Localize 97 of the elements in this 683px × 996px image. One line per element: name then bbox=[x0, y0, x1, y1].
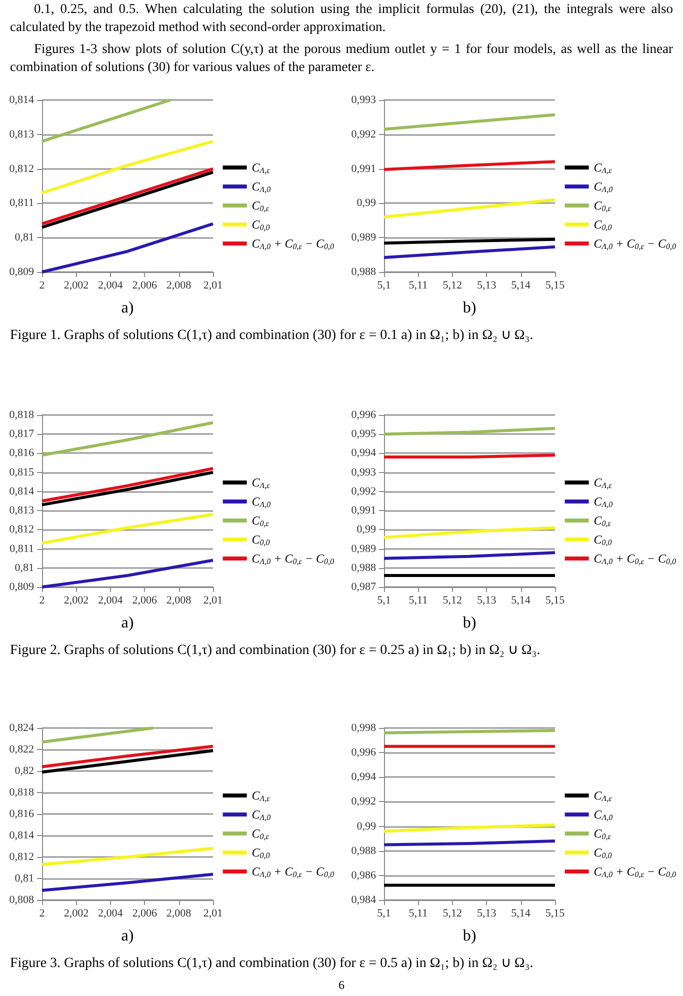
x-tick-label: 2,004 bbox=[98, 280, 124, 292]
y-tick-label: 0,99 bbox=[356, 820, 376, 832]
y-tick-label: 0,813 bbox=[9, 128, 34, 140]
x-tick-label: 2,002 bbox=[64, 280, 89, 292]
x-tick-label: 2,01 bbox=[203, 280, 223, 292]
y-tick-label: 0,994 bbox=[351, 447, 376, 460]
text: 0.1, 0.25, and 0.5. When calculating the solution using the implicit formulas (20), (21), the integrals were also calculated by the trapezoid method with second-order approximation. bbox=[10, 0, 673, 36]
y-tick-label: 0,818 bbox=[9, 786, 34, 798]
y-tick-label: 0,984 bbox=[351, 894, 376, 906]
x-tick-label: 2 bbox=[39, 908, 45, 920]
x-tick-label: 5,15 bbox=[545, 280, 566, 292]
x-tick-label: 2,006 bbox=[132, 280, 158, 292]
caption: Figure 2. Graphs of solutions C(1,τ) and combination (30) for ε = 0.25 a) in Ω₁; b) in Ω₂ ∪ Ω₃. bbox=[10, 642, 542, 659]
text: 6 bbox=[338, 978, 346, 993]
x-tick-label: 2,008 bbox=[166, 280, 192, 292]
x-tick-label: 5,1 bbox=[377, 908, 391, 920]
y-tick-label: 0,996 bbox=[351, 409, 376, 421]
x-tick-label: 5,14 bbox=[511, 280, 531, 292]
x-tick-label: 2 bbox=[39, 280, 45, 292]
y-tick-label: 0,81 bbox=[14, 232, 34, 244]
x-tick-label: 5,11 bbox=[408, 280, 428, 292]
x-axis-title: a) bbox=[121, 928, 134, 944]
y-tick-label: 0,998 bbox=[351, 722, 376, 734]
y-tick-label: 0,991 bbox=[351, 162, 376, 175]
x-tick-label: 2,01 bbox=[203, 908, 223, 920]
x-tick-label: 5,13 bbox=[476, 908, 497, 920]
x-tick-label: 5,15 bbox=[545, 594, 566, 606]
x-axis-title: a) bbox=[121, 300, 134, 316]
y-tick-label: 0,822 bbox=[9, 744, 34, 756]
x-tick-label: 5,1 bbox=[377, 594, 391, 606]
x-tick-label: 2 bbox=[39, 594, 45, 606]
y-tick-label: 0,814 bbox=[9, 485, 34, 498]
x-axis-title: b) bbox=[462, 928, 476, 944]
x-tick-label: 5,11 bbox=[408, 594, 428, 606]
y-tick-label: 0,814 bbox=[9, 830, 34, 842]
y-tick-label: 0,987 bbox=[351, 581, 376, 593]
y-tick-label: 0,817 bbox=[9, 428, 34, 440]
x-tick-label: 2,006 bbox=[132, 594, 158, 606]
x-tick-label: 2,004 bbox=[98, 594, 124, 606]
y-tick-label: 0,81 bbox=[14, 562, 34, 574]
y-tick-label: 0,992 bbox=[351, 485, 376, 498]
y-tick-label: 0,996 bbox=[351, 746, 376, 759]
y-tick-label: 0,815 bbox=[9, 466, 34, 478]
y-tick-label: 0,812 bbox=[9, 851, 34, 863]
y-tick-label: 0,992 bbox=[351, 128, 376, 140]
y-tick-label: 0,99 bbox=[356, 197, 376, 210]
y-tick-label: 0,811 bbox=[10, 197, 34, 210]
x-tick-label: 5,13 bbox=[476, 594, 497, 606]
x-tick-label: 5,14 bbox=[511, 594, 531, 606]
y-tick-label: 0,99 bbox=[356, 524, 376, 536]
y-tick-label: 0,814 bbox=[9, 94, 34, 106]
y-tick-label: 0,809 bbox=[9, 581, 34, 593]
y-tick-label: 0,818 bbox=[9, 409, 34, 421]
x-tick-label: 2,004 bbox=[98, 908, 124, 920]
text: Figures 1-3 show plots of solution C(y,τ) at the porous medium outlet y = 1 for four models, as well as the linear combination of solutions (30) for various values of the parameter ε. bbox=[10, 40, 673, 76]
x-tick-label: 2,002 bbox=[64, 908, 89, 920]
y-tick-label: 0,816 bbox=[9, 447, 34, 460]
y-tick-label: 0,989 bbox=[351, 232, 376, 244]
x-tick-label: 2,006 bbox=[132, 908, 158, 920]
y-tick-label: 0,992 bbox=[351, 796, 376, 808]
x-tick-label: 2,01 bbox=[203, 594, 223, 606]
y-tick-label: 0,812 bbox=[9, 162, 34, 175]
y-tick-label: 0,816 bbox=[9, 808, 34, 820]
y-tick-label: 0,808 bbox=[9, 894, 34, 906]
x-tick-label: 2,008 bbox=[166, 908, 192, 920]
x-tick-label: 5,14 bbox=[511, 908, 531, 920]
y-tick-label: 0,995 bbox=[351, 428, 376, 440]
y-tick-label: 0,986 bbox=[351, 869, 376, 882]
y-tick-label: 0,989 bbox=[351, 542, 376, 555]
x-tick-label: 5,12 bbox=[442, 908, 462, 920]
x-tick-label: 2,008 bbox=[166, 594, 192, 606]
y-tick-label: 0,813 bbox=[9, 504, 34, 517]
x-tick-label: 5,1 bbox=[377, 280, 391, 292]
caption: Figure 1. Graphs of solutions C(1,τ) and combination (30) for ε = 0.1 a) in Ω₁; b) in Ω₂ ∪ Ω₃. bbox=[10, 327, 534, 344]
x-tick-label: 5,12 bbox=[442, 594, 462, 606]
y-tick-label: 0,988 bbox=[351, 266, 376, 278]
y-tick-label: 0,81 bbox=[14, 872, 34, 884]
y-tick-label: 0,824 bbox=[9, 722, 34, 734]
x-tick-label: 5,12 bbox=[442, 280, 462, 292]
y-tick-label: 0,811 bbox=[10, 542, 34, 555]
y-tick-label: 0,993 bbox=[351, 466, 376, 478]
x-tick-label: 2,002 bbox=[64, 594, 89, 606]
y-tick-label: 0,994 bbox=[351, 771, 376, 784]
x-axis-title: a) bbox=[121, 614, 134, 632]
y-tick-label: 0,993 bbox=[351, 94, 376, 106]
y-tick-label: 0,82 bbox=[14, 765, 34, 777]
caption: Figure 3. Graphs of solutions C(1,τ) and combination (30) for ε = 0.5 a) in Ω₁; b) in Ω₂ ∪ Ω₃. bbox=[10, 955, 534, 972]
x-tick-label: 5,15 bbox=[545, 908, 566, 920]
x-tick-label: 5,13 bbox=[476, 280, 497, 292]
x-axis-title: b) bbox=[462, 300, 476, 316]
y-tick-label: 0,988 bbox=[351, 844, 376, 857]
y-tick-label: 0,988 bbox=[351, 562, 376, 574]
x-tick-label: 5,11 bbox=[408, 908, 428, 920]
y-tick-label: 0,809 bbox=[9, 266, 34, 278]
x-axis-title: b) bbox=[462, 614, 476, 632]
y-tick-label: 0,991 bbox=[351, 504, 376, 517]
y-tick-label: 0,812 bbox=[9, 524, 34, 536]
